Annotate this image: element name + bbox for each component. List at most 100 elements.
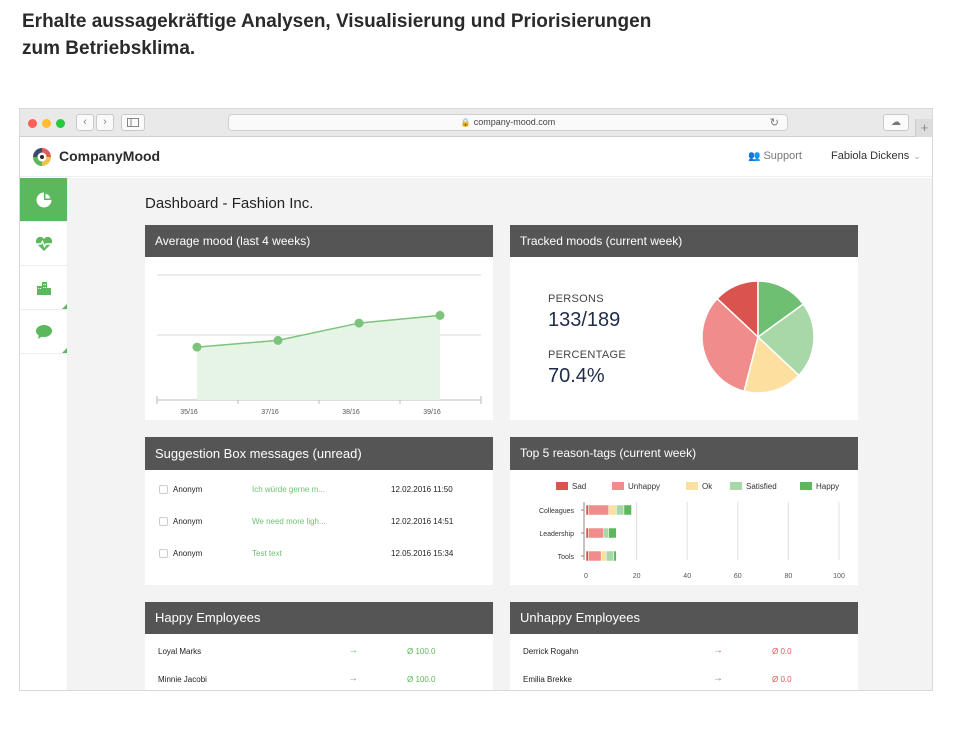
pie-slice — [701, 297, 759, 393]
suggestion-preview: Test text — [252, 549, 282, 558]
legend-swatch — [686, 482, 698, 490]
arrow-right-icon: → — [713, 645, 723, 656]
suggestion-author: Anonym — [173, 549, 203, 558]
app-header: CompanyMood 👥 Support Fabiola Dickens ⌄ — [20, 137, 932, 177]
bar-segment — [608, 527, 617, 539]
legend-swatch — [612, 482, 624, 490]
lock-icon: 🔒 — [460, 118, 471, 127]
employee-name: Derrick Rogahn — [523, 647, 579, 656]
suggestion-row[interactable]: Anonym We need more ligh... 12.02.2016 14:… — [145, 513, 493, 533]
legend-label: Unhappy — [628, 482, 660, 491]
y-tick-label: Tools — [558, 554, 575, 561]
average-mood-chart: 35/16 37/16 38/16 39/16 — [156, 274, 482, 416]
tracked-moods-pie-chart — [701, 280, 815, 394]
employee-name: Loyal Marks — [158, 647, 202, 656]
bar-segment — [608, 504, 617, 516]
suggestion-date: 12.02.2016 14:51 — [391, 517, 454, 526]
mood-point — [273, 335, 283, 345]
happy-employees-card: Happy Employees Loyal Marks → Ø 100.0 Minni… — [145, 602, 493, 690]
arrow-right-icon: → — [348, 673, 358, 684]
new-tab-button[interactable]: + — [915, 119, 932, 137]
suggestion-box-card: Suggestion Box messages (unread) Anonym I… — [145, 437, 493, 585]
unhappy-employees-title: Unhappy Employees — [510, 602, 858, 634]
bar-segment — [588, 504, 610, 516]
cloud-icon[interactable]: ☁ — [883, 114, 909, 131]
sidebar-toggle-button[interactable] — [121, 114, 145, 131]
y-tick-label: Colleagues — [539, 508, 575, 515]
minimize-window-button[interactable] — [42, 119, 51, 128]
message-icon — [159, 485, 168, 494]
headline-line-1: Erhalte aussagekräftige Analysen, Visual… — [22, 11, 652, 32]
percentage-label: PERCENTAGE — [548, 349, 626, 361]
maximize-window-button[interactable] — [56, 119, 65, 128]
employee-row[interactable]: Minnie Jacobi → Ø 100.0 — [145, 671, 493, 690]
reload-icon[interactable]: ↻ — [769, 117, 779, 129]
tracked-moods-title: Tracked moods (current week) — [510, 225, 858, 257]
bar-segment — [585, 550, 589, 562]
suggestion-row[interactable]: Anonym Test text 12.05.2016 15:34 — [145, 545, 493, 565]
legend-label: Happy — [816, 482, 839, 491]
support-icon: 👥 — [748, 151, 761, 162]
employee-row[interactable]: Loyal Marks → Ø 100.0 — [145, 643, 493, 663]
headline-line-2: zum Betriebsklima. — [22, 38, 196, 59]
sidebar-toggle-icon — [127, 118, 139, 127]
headline: Erhalte aussagekräftige Analysen, Visual… — [22, 8, 782, 62]
legend-label: Ok — [702, 482, 713, 491]
sidebar-item-mood[interactable] — [20, 222, 67, 266]
url-text: company-mood.com — [473, 117, 556, 127]
legend-swatch — [730, 482, 742, 490]
bar-segment — [600, 550, 607, 562]
user-name: Fabiola Dickens — [831, 150, 910, 162]
pie-slice — [756, 303, 815, 377]
user-menu[interactable]: Fabiola Dickens ⌄ — [831, 150, 921, 162]
legend-label: Satisfied — [746, 482, 777, 491]
persons-label: PERSONS — [548, 293, 604, 305]
submenu-indicator — [62, 304, 67, 309]
sidebar-item-departments[interactable] — [20, 266, 67, 310]
arrow-right-icon: → — [713, 673, 723, 684]
reason-tags-chart: Sad Unhappy Ok Satisfied Happy 0 20 40 60 80 100 Co… — [539, 482, 845, 580]
employee-row[interactable]: Derrick Rogahn → Ø 0.0 — [510, 643, 858, 663]
bar-segment — [623, 504, 632, 516]
unhappy-employees-card: Unhappy Employees Derrick Rogahn → Ø 0.0 Em… — [510, 602, 858, 690]
x-tick-label: 35/16 — [180, 409, 198, 416]
suggestion-preview: Ich würde gerne m... — [252, 485, 325, 494]
legend-label: Sad — [572, 482, 586, 491]
suggestion-preview: We need more ligh... — [252, 517, 326, 526]
mood-area — [197, 315, 440, 400]
back-button[interactable]: ‹ — [76, 114, 94, 131]
forward-button[interactable]: › — [96, 114, 114, 131]
mood-point — [354, 318, 364, 328]
brand-name: CompanyMood — [59, 148, 161, 164]
x-tick-label: 60 — [734, 573, 742, 580]
x-tick-label: 20 — [633, 573, 641, 580]
reason-tags-title: Top 5 reason-tags (current week) — [510, 437, 858, 470]
employee-score: Ø 0.0 — [772, 675, 792, 684]
bar-segment — [588, 527, 604, 539]
average-mood-title: Average mood (last 4 weeks) — [145, 225, 493, 257]
sidebar-item-dashboard[interactable] — [20, 178, 67, 222]
x-tick-label: 40 — [683, 573, 691, 580]
average-mood-card: Average mood (last 4 weeks) 35/16 37/16 38… — [145, 225, 493, 420]
browser-window: ‹ › 🔒 company-mood.com ↻ ☁ + CompanyMood … — [19, 108, 933, 691]
employee-row[interactable]: Emilia Brekke → Ø 0.0 — [510, 671, 858, 690]
support-link[interactable]: 👥 Support — [748, 150, 802, 162]
employee-score: Ø 100.0 — [407, 647, 436, 656]
bar-segment — [616, 504, 625, 516]
bar-segment — [613, 550, 617, 562]
arrow-right-icon: → — [348, 645, 358, 656]
dashboard-main: Dashboard - Fashion Inc. Average mood (l… — [68, 178, 932, 690]
sidebar-item-messages[interactable] — [20, 310, 67, 354]
employee-name: Emilia Brekke — [523, 675, 572, 684]
x-tick-label: 38/16 — [342, 409, 360, 416]
x-tick-label: 37/16 — [261, 409, 279, 416]
percentage-value: 70.4% — [548, 365, 605, 387]
close-window-button[interactable] — [28, 119, 37, 128]
suggestion-row[interactable]: Anonym Ich würde gerne m... 12.02.2016 11:… — [145, 481, 493, 501]
persons-value: 133/189 — [548, 309, 621, 331]
address-bar[interactable]: 🔒 company-mood.com ↻ — [228, 114, 788, 131]
support-label: Support — [763, 150, 802, 162]
buildings-icon — [36, 281, 51, 295]
dashboard-pie-icon — [36, 192, 51, 207]
chevron-down-icon: ⌄ — [913, 151, 921, 161]
